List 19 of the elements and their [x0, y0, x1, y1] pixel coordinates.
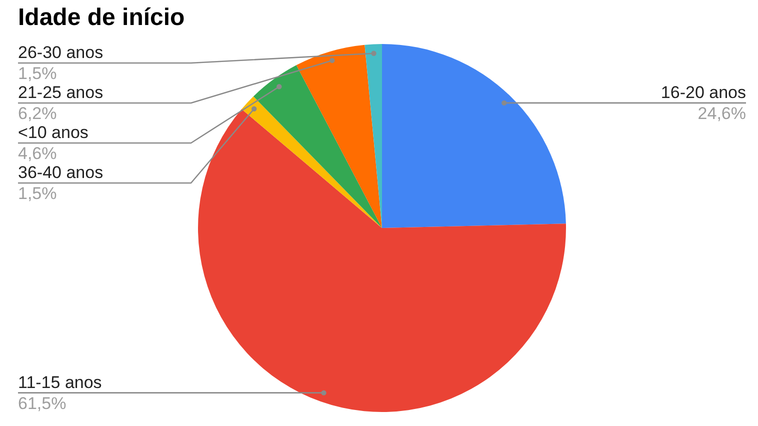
slice-label: 11-15 anos [18, 372, 102, 392]
slice-label: 16-20 anos [660, 82, 746, 102]
slice-label: 21-25 anos [18, 83, 104, 102]
data-label: 6,2% [18, 104, 57, 123]
data-label: 1,5% [18, 184, 57, 203]
pie-slice [198, 109, 566, 412]
data-label: 4,6% [18, 144, 57, 163]
chart-title: Idade de início [18, 4, 185, 31]
pie-slice [242, 96, 382, 228]
slice-label: <10 anos [18, 123, 88, 142]
slice-label: 26-30 anos [18, 43, 104, 62]
data-label: 1,5% [18, 64, 57, 83]
pie-slice [364, 44, 382, 228]
pie-slice [382, 44, 566, 228]
pie-slice [253, 65, 382, 228]
data-label: 61,5% [18, 394, 66, 413]
slice-label: 36-40 anos [18, 163, 104, 182]
pie-slice [296, 44, 382, 228]
data-label: 24,6% [698, 104, 746, 123]
